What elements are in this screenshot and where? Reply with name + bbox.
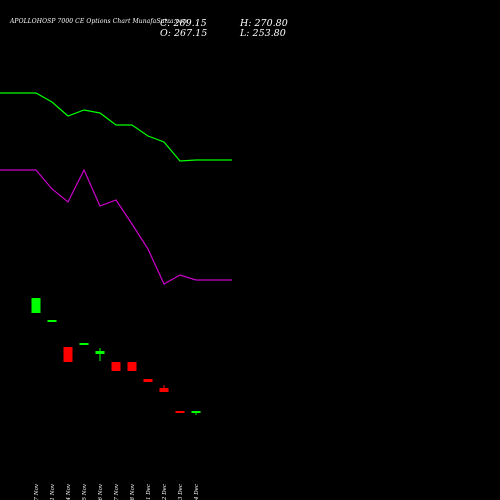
x-tick-label: 04 Dec [194, 484, 200, 500]
x-tick-label: 28 Nov [130, 483, 136, 500]
candle-body [47, 320, 57, 322]
chart-title: APOLLOHOSP 7000 CE Options Chart MunafaS… [10, 18, 189, 25]
candle-body [63, 347, 73, 362]
x-tick-label: 26 Nov [98, 483, 104, 500]
candle-body [111, 362, 121, 371]
candle-body [175, 411, 185, 413]
high-price: H: 270.80 [240, 18, 288, 29]
candle [127, 362, 137, 371]
x-tick-label: 27 Nov [114, 483, 120, 500]
x-tick-label: 24 Nov [66, 483, 72, 500]
candle [79, 343, 89, 345]
candle [175, 411, 185, 413]
candle-body [143, 379, 153, 382]
candle-body [95, 351, 105, 354]
x-tick-label: 21 Nov [50, 483, 56, 500]
candle-body [127, 362, 137, 371]
line-series-2 [0, 168, 232, 285]
candle [31, 298, 41, 313]
x-tick-label: 01 Dec [146, 484, 152, 500]
candle-body [159, 388, 169, 392]
x-tick-label: 17 Nov [34, 483, 40, 500]
line-series-1 [0, 92, 232, 162]
candle [159, 385, 169, 392]
candle [111, 362, 121, 371]
candle-body [31, 298, 41, 313]
candle [47, 320, 57, 322]
x-tick-label: 25 Nov [82, 483, 88, 500]
candle [143, 379, 153, 382]
x-tick-label: 03 Dec [178, 484, 184, 500]
candle-body [191, 411, 201, 413]
low-price: L: 253.80 [240, 28, 286, 39]
close-price: C: 269.15 [160, 18, 207, 29]
candle-body [79, 343, 89, 345]
candle [191, 411, 201, 415]
x-tick-label: 02 Dec [162, 484, 168, 500]
candle [95, 348, 105, 361]
candle [63, 347, 73, 362]
open-price: O: 267.15 [160, 28, 208, 39]
